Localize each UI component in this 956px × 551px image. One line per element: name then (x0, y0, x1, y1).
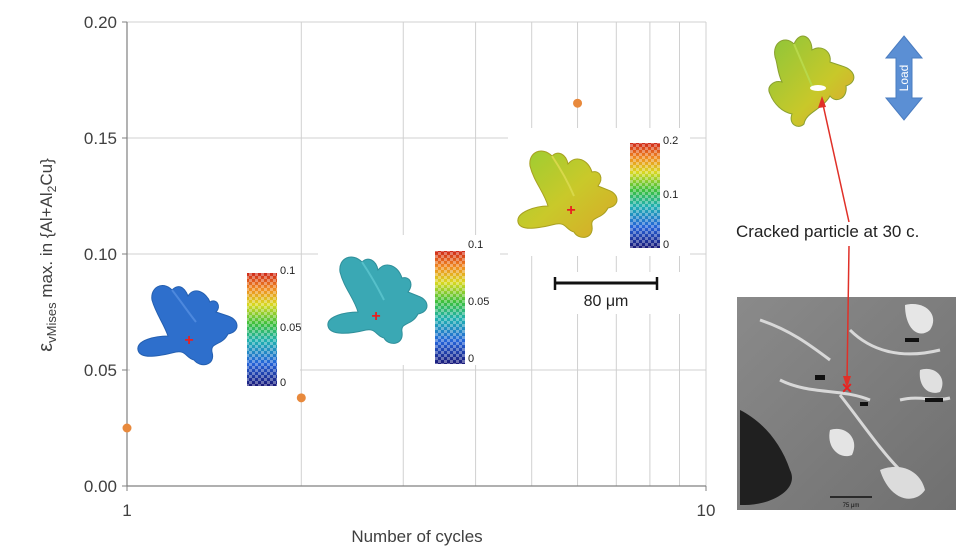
cracked-particle-view: Load (768, 35, 924, 127)
axes (122, 21, 707, 491)
max-strain-marker: + (566, 202, 575, 219)
colorbar-3-min-label: 0 (663, 239, 669, 251)
particle-inset-2: + 0.1 0.05 0 (318, 235, 500, 365)
x-tick-label: 10 (697, 501, 716, 520)
colorbar-3-mid-label: 0.1 (663, 189, 678, 201)
arrow-to-micrograph (846, 245, 850, 383)
y-tick-label: 0.15 (84, 129, 117, 148)
particle-top-shape (768, 35, 855, 127)
y-tick-label: 0.05 (84, 361, 117, 380)
particle-inset-1: + 0.1 0.05 0 (130, 265, 301, 393)
max-strain-marker: + (184, 332, 193, 349)
data-point (122, 423, 132, 433)
colorbar-1-min-label: 0 (280, 377, 286, 389)
arrow-to-particle (821, 99, 850, 223)
y-tick-label: 0.10 (84, 245, 117, 264)
y-axis-title: εvMises max. in {Al+Al2Cu} (35, 158, 59, 352)
load-label: Load (897, 65, 911, 92)
y-tick-label: 0.00 (84, 477, 117, 496)
colorbar-2-min-label: 0 (468, 353, 474, 365)
crack-annotation: Cracked particle at 30 c. (736, 222, 919, 241)
tick-labels: 0.000.050.100.150.201 10 (84, 13, 716, 520)
colorbar-1-mid-label: 0.05 (280, 322, 301, 334)
annotation-arrows (818, 96, 851, 388)
scale-bar-label: 80 μm (584, 293, 629, 310)
y-tick-label: 0.20 (84, 13, 117, 32)
particle-yellow-shape (517, 150, 618, 238)
max-strain-marker: + (371, 308, 380, 325)
data-point (573, 98, 583, 108)
colorbar-2-max-label: 0.1 (468, 239, 483, 251)
colorbar-3-max-label: 0.2 (663, 135, 678, 147)
data-point (296, 393, 306, 403)
x-tick-label: 1 (122, 501, 131, 520)
micrograph-scale-label: 75 μm (843, 503, 860, 509)
sem-micrograph: ✕ 75 μm (737, 297, 956, 510)
particle-teal-shape (327, 256, 428, 344)
particle-blue-shape (137, 285, 238, 366)
load-arrow: Load (884, 35, 924, 121)
colorbar-1-max-label: 0.1 (280, 265, 295, 277)
data-points (122, 98, 583, 433)
particle-inset-3: + 0.2 0.1 0 (508, 128, 690, 256)
crack-gap (810, 85, 826, 91)
colorbar-2-mid-label: 0.05 (468, 296, 489, 308)
scale-bar: 80 μm (540, 272, 680, 314)
x-axis-title: Number of cycles (351, 527, 482, 546)
